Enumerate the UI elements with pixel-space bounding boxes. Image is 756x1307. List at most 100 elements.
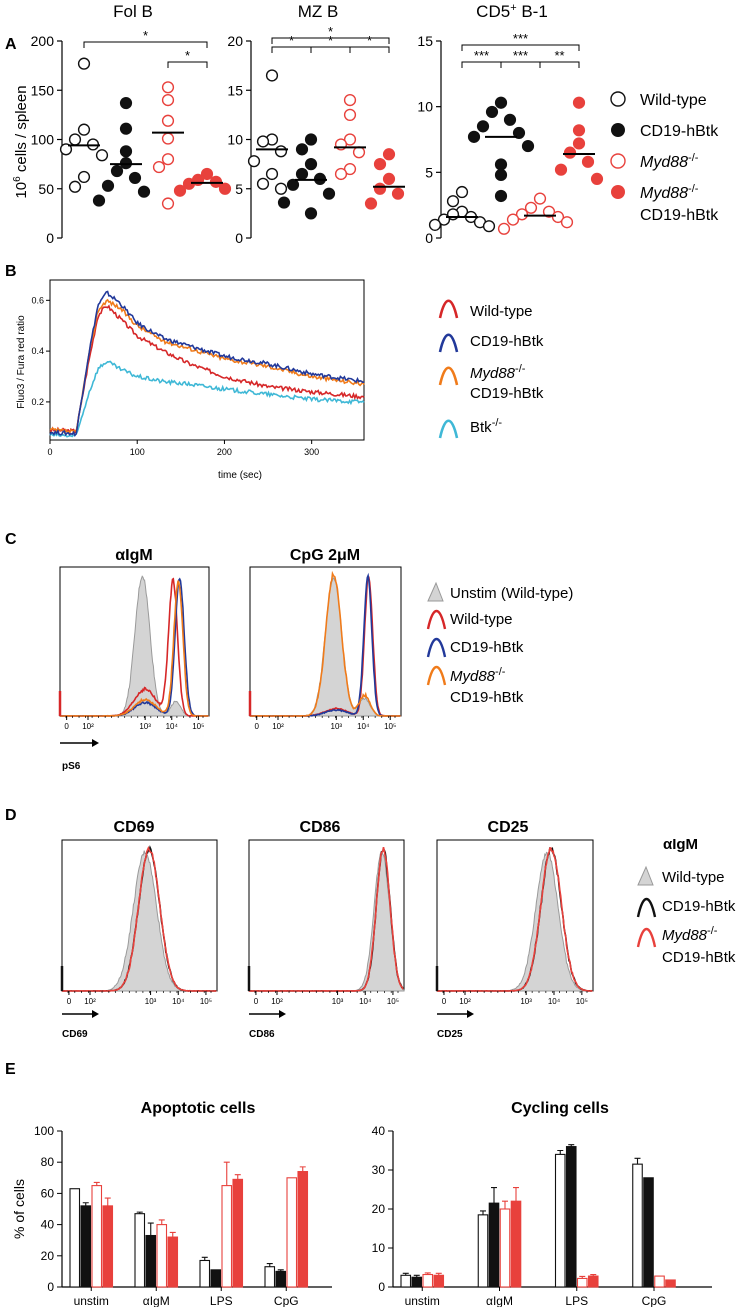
error-bar	[579, 1275, 586, 1279]
data-point	[572, 124, 586, 137]
x-tick-label: 10⁵	[200, 997, 212, 1006]
data-point	[286, 178, 300, 191]
bar	[156, 1224, 168, 1288]
error-bar	[568, 1144, 575, 1147]
error-bar	[299, 1166, 306, 1172]
data-point	[92, 194, 106, 207]
legend-swatch-myd88-cd19-hbtk	[426, 665, 447, 686]
error-bar	[480, 1210, 486, 1215]
legend-d: αIgM Wild-type CD19-hBtk Myd88-/- CD19-h…	[636, 836, 736, 966]
bar	[643, 1177, 654, 1288]
data-point	[304, 207, 318, 220]
bar	[275, 1270, 287, 1288]
data-point	[322, 187, 336, 200]
bar	[587, 1275, 599, 1288]
error-bar	[158, 1219, 165, 1225]
axis-label-cd69: CD69	[62, 1029, 88, 1040]
legend-label: CD19-hBtk	[640, 123, 719, 140]
y-tick-label: 20	[41, 1249, 55, 1263]
significance-label: *	[328, 24, 333, 39]
bar	[286, 1177, 298, 1288]
legend-label: Wild-type	[640, 92, 707, 109]
data-point	[68, 180, 82, 193]
bar	[102, 1205, 114, 1288]
panel-label-e: E	[5, 1061, 16, 1078]
data-point	[494, 158, 508, 171]
legend-swatch-cd19-hbtk	[636, 897, 657, 918]
data-point	[542, 205, 556, 218]
data-point	[295, 167, 309, 181]
data-point	[428, 218, 442, 231]
y-tick-label: 0.6	[31, 295, 44, 305]
series-line	[49, 360, 365, 438]
x-tick-label: unstim	[405, 1294, 440, 1307]
error-bar	[435, 1272, 442, 1276]
y-tick-label: 200	[31, 33, 55, 49]
legend-marker-myd88	[610, 153, 626, 169]
d-axis-arrows: CD69 CD86 CD25	[62, 1010, 474, 1040]
panel-label-c: C	[5, 531, 17, 548]
x-tick-label: 0	[67, 997, 72, 1006]
legend-label: CD19-hBtk	[470, 333, 544, 350]
bar	[199, 1259, 211, 1288]
x-tick-label: 10⁵	[384, 722, 396, 731]
y-tick-label: 100	[31, 132, 55, 148]
x-tick-label: 10³	[520, 997, 532, 1006]
data-point	[373, 182, 387, 195]
data-point	[161, 153, 175, 166]
data-point	[334, 167, 348, 181]
hist-line	[249, 570, 401, 717]
chart-title: MZ B	[298, 2, 339, 21]
significance-label: *	[289, 33, 294, 48]
x-axis-label: time (sec)	[218, 470, 262, 481]
x-tick-label: CpG	[642, 1294, 667, 1307]
bar	[488, 1202, 500, 1288]
x-tick-label: 10⁴	[166, 722, 179, 731]
series-line	[49, 304, 365, 435]
panel-a: A 106 cells / spleen Fol B 0 50 100 150 200 …	[5, 2, 719, 246]
y-tick-label: 20	[372, 1202, 386, 1216]
data-point	[161, 132, 175, 145]
data-point	[560, 216, 574, 229]
hist-filled	[248, 850, 405, 992]
x-tick-label: αIgM	[143, 1294, 170, 1307]
hist-frame	[436, 839, 594, 992]
data-point	[59, 143, 73, 156]
legend-label: CD19-hBtk	[450, 639, 524, 656]
data-point	[343, 93, 357, 107]
data-point	[581, 155, 595, 168]
y-tick-label: 150	[31, 82, 55, 98]
data-point	[343, 133, 357, 146]
data-point	[382, 172, 396, 186]
data-point	[364, 197, 378, 210]
data-point	[343, 162, 357, 176]
bar	[134, 1213, 146, 1288]
significance-bracket	[83, 41, 208, 48]
legend-a: Wild-type CD19-hBtk Myd88-/- Myd88-/- CD…	[610, 91, 719, 224]
x-tick-label: LPS	[210, 1294, 233, 1307]
data-point	[119, 145, 133, 158]
legend-label: CD19-hBtk	[450, 689, 524, 706]
legend-swatch-myd88-cd19-hbtk	[636, 927, 657, 948]
data-point	[476, 120, 490, 133]
data-point	[137, 185, 151, 198]
y-tick-label: 50	[38, 181, 54, 197]
panel-b: B Fluo3 / Fura red ratio time (sec) 0 100…	[5, 263, 544, 481]
error-bar	[277, 1269, 284, 1272]
bar	[477, 1214, 489, 1288]
bar	[411, 1276, 423, 1288]
data-point	[68, 133, 82, 146]
data-point	[152, 160, 166, 174]
error-bar	[513, 1187, 519, 1202]
data-point	[200, 167, 214, 181]
axis-label-cd25: CD25	[437, 1029, 463, 1040]
data-point	[161, 197, 175, 210]
legend-b: Wild-type CD19-hBtk Myd88-/- CD19-hBtk B…	[438, 299, 544, 439]
bar	[499, 1208, 511, 1288]
y-tick-label: 80	[41, 1155, 55, 1169]
data-point	[128, 171, 142, 185]
y-tick-label: 0.4	[31, 346, 44, 356]
legend-label: CD19-hBtk	[470, 385, 544, 402]
significance-label: ***	[474, 48, 489, 63]
